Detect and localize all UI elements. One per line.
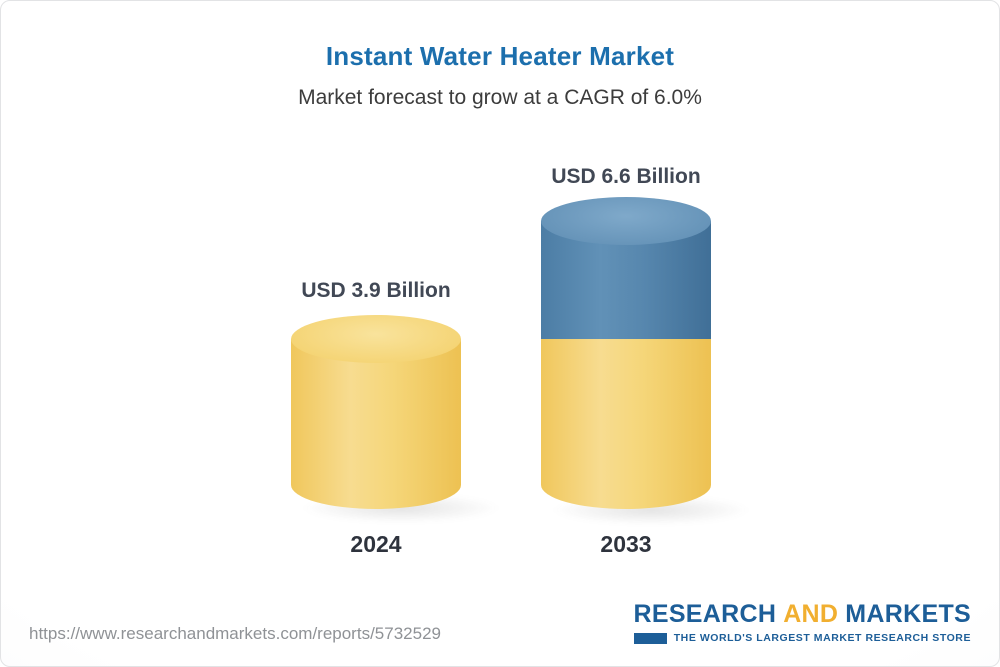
brand-logo: RESEARCH AND MARKETS THE WORLD'S LARGEST…: [633, 600, 972, 644]
value-label-2024: USD 3.9 Billion: [301, 279, 451, 302]
logo-underline-bar: [633, 632, 667, 644]
year-label-2024: 2024: [350, 531, 402, 557]
cylinder-2033-base-segment: [541, 339, 711, 509]
logo-word-research: RESEARCH: [633, 600, 777, 628]
logo-tagline: THE WORLD'S LARGEST MARKET RESEARCH STOR…: [673, 632, 971, 644]
logo-word-markets: MARKETS: [845, 600, 971, 628]
page-title: Instant Water Heater Market: [325, 41, 675, 71]
source-url: https://www.researchandmarkets.com/repor…: [29, 624, 441, 643]
year-label-2033: 2033: [600, 531, 652, 557]
cylinder-2024-cap: [291, 315, 461, 363]
cylinder-2033-cap: [541, 197, 711, 245]
value-label-2033: USD 6.6 Billion: [551, 165, 701, 188]
logo-tagline-row: THE WORLD'S LARGEST MARKET RESEARCH STOR…: [633, 632, 972, 644]
cylinder-2024-body: [291, 339, 461, 509]
logo-wordmark: RESEARCH AND MARKETS: [634, 600, 972, 629]
page-subtitle: Market forecast to grow at a CAGR of 6.0…: [298, 86, 702, 109]
logo-word-and: AND: [783, 600, 839, 628]
